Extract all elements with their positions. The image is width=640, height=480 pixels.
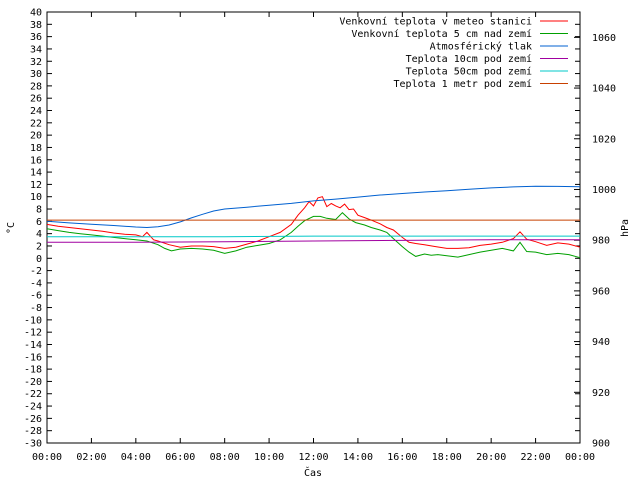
x-tick-label: 00:00 bbox=[32, 452, 62, 463]
x-tick-label: 04:00 bbox=[121, 452, 151, 463]
y2-tick-label: 980 bbox=[592, 236, 610, 247]
y-tick-label: 14 bbox=[30, 168, 42, 179]
x-tick-label: 02:00 bbox=[76, 452, 106, 463]
y-tick-label: -6 bbox=[30, 291, 42, 302]
x-axis-title: Čas bbox=[304, 466, 322, 479]
y-tick-label: 20 bbox=[30, 131, 42, 142]
series-line-2 bbox=[46, 212, 581, 259]
y-tick-label: 12 bbox=[30, 180, 42, 191]
y-tick-label: -2 bbox=[30, 266, 42, 277]
legend-label-3: Atmosférický tlak bbox=[430, 41, 532, 53]
y-tick-label: 36 bbox=[30, 32, 42, 43]
legend-label-6: Teplota 1 metr pod zemí bbox=[394, 78, 532, 90]
legend-label-5: Teplota 50cm pod zemí bbox=[406, 66, 532, 78]
y-tick-label: 38 bbox=[30, 20, 42, 31]
x-tick-label: 18:00 bbox=[432, 452, 462, 463]
y-tick-label: 32 bbox=[30, 57, 42, 68]
y-tick-label: 34 bbox=[30, 44, 42, 55]
legend-label-2: Venkovní teplota 5 cm nad zemí bbox=[351, 28, 532, 40]
y-tick-label: 10 bbox=[30, 192, 42, 203]
legend-label-4: Teplota 10cm pod zemí bbox=[406, 53, 532, 65]
series-line-3 bbox=[46, 185, 581, 229]
legend-label-1: Venkovní teplota v meteo stanici bbox=[339, 16, 532, 28]
y-tick-label: -8 bbox=[30, 303, 42, 314]
y-tick-label: -28 bbox=[24, 426, 42, 437]
x-tick-label: 20:00 bbox=[476, 452, 506, 463]
x-tick-label: 12:00 bbox=[298, 452, 328, 463]
x-tick-label: 10:00 bbox=[254, 452, 284, 463]
series-line-5 bbox=[47, 235, 580, 238]
y-tick-label: -16 bbox=[24, 352, 42, 363]
y-tick-label: -12 bbox=[24, 328, 42, 339]
y2-tick-label: 1020 bbox=[592, 134, 616, 145]
x-tick-label: 16:00 bbox=[387, 452, 417, 463]
y-tick-label: -4 bbox=[30, 278, 42, 289]
y-tick-label: 26 bbox=[30, 94, 42, 105]
y-tick-label: -22 bbox=[24, 389, 42, 400]
y2-tick-label: 920 bbox=[592, 388, 610, 399]
y2-tick-label: 960 bbox=[592, 286, 610, 297]
x-tick-label: 08:00 bbox=[210, 452, 240, 463]
y-tick-label: -30 bbox=[24, 439, 42, 450]
y-tick-label: 0 bbox=[36, 254, 42, 265]
series-line-1 bbox=[46, 196, 581, 249]
x-tick-label: 00:00 bbox=[565, 452, 595, 463]
y2-tick-label: 1040 bbox=[592, 84, 616, 95]
y-tick-label: 28 bbox=[30, 81, 42, 92]
y-tick-label: -18 bbox=[24, 365, 42, 376]
y-tick-label: -26 bbox=[24, 414, 42, 425]
y2-tick-label: 1060 bbox=[592, 33, 616, 44]
x-tick-label: 22:00 bbox=[521, 452, 551, 463]
y-tick-label: 2 bbox=[36, 241, 42, 252]
series-line-4 bbox=[47, 239, 580, 243]
y-tick-label: 22 bbox=[30, 118, 42, 129]
x-tick-label: 14:00 bbox=[343, 452, 373, 463]
x-tick-label: 06:00 bbox=[165, 452, 195, 463]
y-tick-label: 16 bbox=[30, 155, 42, 166]
y-tick-label: 18 bbox=[30, 143, 42, 154]
y2-tick-label: 1000 bbox=[592, 185, 616, 196]
y2-axis-title: hPa bbox=[620, 219, 631, 237]
legend: Venkovní teplota v meteo staniciVenkovní… bbox=[339, 16, 568, 90]
y-tick-label: 24 bbox=[30, 106, 42, 117]
y-tick-label: 6 bbox=[36, 217, 42, 228]
y-tick-label: -10 bbox=[24, 315, 42, 326]
ticks-layer: -30-28-26-24-22-20-18-16-14-12-10-8-6-4-… bbox=[24, 8, 616, 464]
y-tick-label: -24 bbox=[24, 402, 42, 413]
y-tick-label: -14 bbox=[24, 340, 42, 351]
y-tick-label: 8 bbox=[36, 205, 42, 216]
y-tick-label: 4 bbox=[36, 229, 42, 240]
series-layer bbox=[46, 185, 581, 259]
y-axis-title: °C bbox=[6, 222, 17, 234]
y2-tick-label: 940 bbox=[592, 337, 610, 348]
y2-tick-label: 900 bbox=[592, 439, 610, 450]
y-tick-label: 30 bbox=[30, 69, 42, 80]
y-tick-label: -20 bbox=[24, 377, 42, 388]
y-tick-label: 40 bbox=[30, 8, 42, 19]
